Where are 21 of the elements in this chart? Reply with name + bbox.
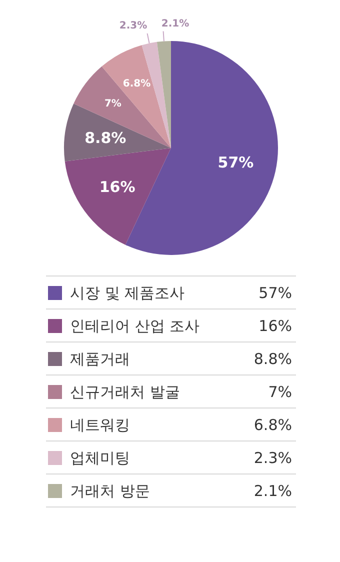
data-label: 16% xyxy=(99,178,136,196)
text: 57% xyxy=(258,284,292,302)
data-label: 57% xyxy=(218,153,254,172)
text: 6.8% xyxy=(254,416,292,434)
text: 7% xyxy=(268,383,292,401)
text: 2.1% xyxy=(254,482,292,500)
legend-label: 제품거래 xyxy=(70,350,130,368)
data-label: 2.3% xyxy=(119,20,148,32)
text: 2.3% xyxy=(254,449,292,467)
legend-label: 인테리어 산업 조사 xyxy=(70,317,200,335)
legend-label: 거래처 방문 xyxy=(70,482,150,500)
data-label: 6.8% xyxy=(122,78,151,90)
data-label: 2.1% xyxy=(161,18,190,30)
legend-label: 업체미팅 xyxy=(70,449,130,467)
legend-label: 신규거래처 발굴 xyxy=(70,383,180,401)
data-label: 8.8% xyxy=(84,129,126,148)
data-label: 7% xyxy=(104,98,122,110)
text: 16% xyxy=(258,317,292,335)
text: 8.8% xyxy=(254,350,292,368)
legend-label: 시장 및 제품조사 xyxy=(70,284,185,302)
legend-label: 네트워킹 xyxy=(70,416,130,434)
